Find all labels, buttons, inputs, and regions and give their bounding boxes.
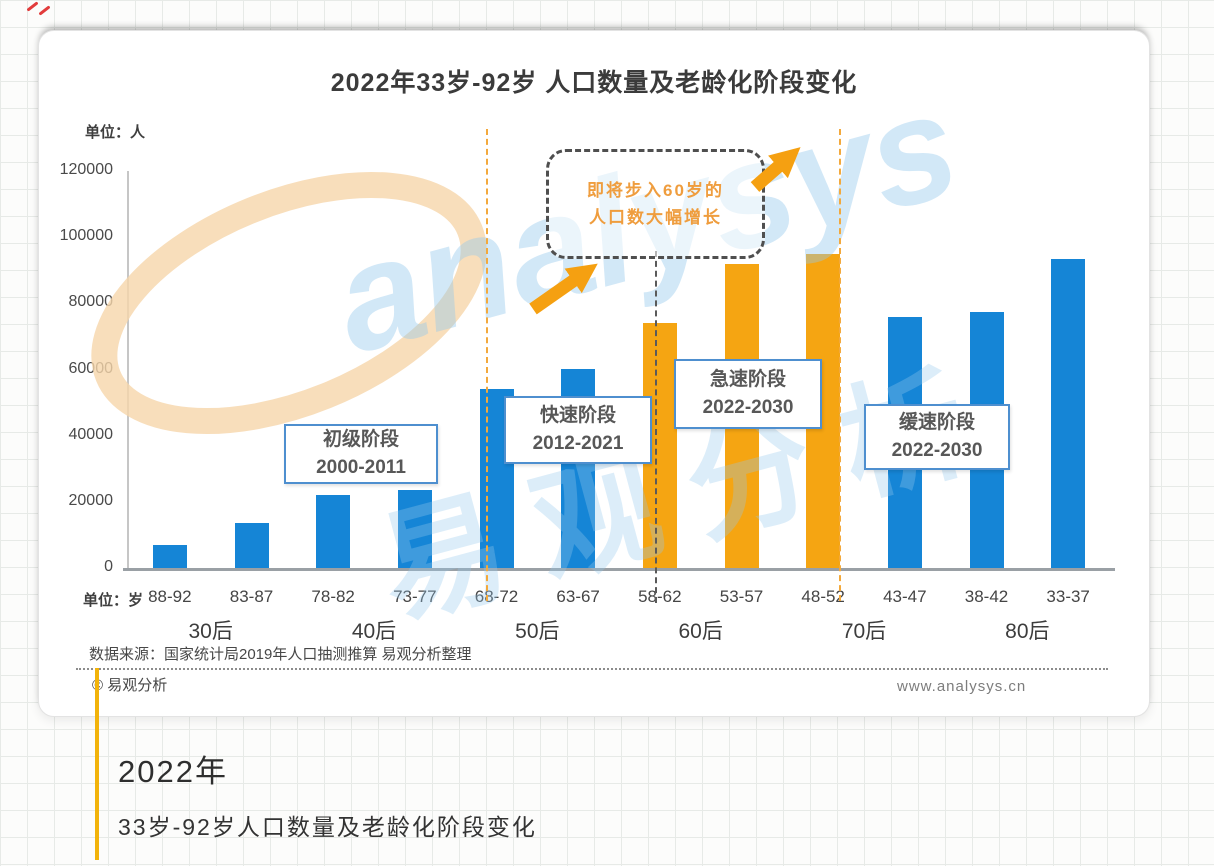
- x-tick-label: 73-77: [393, 587, 437, 606]
- y-tick-label: 100000: [59, 227, 113, 245]
- x-tick-label: 58-62: [638, 587, 682, 606]
- chart-card: 2022年33岁-92岁 人口数量及老龄化阶段变化 单位：人 单位：岁 1200…: [38, 30, 1150, 717]
- stage-name: 缓速阶段: [898, 412, 975, 434]
- stage-period: 2022-2030: [891, 440, 983, 461]
- x-axis-line: [123, 568, 1115, 571]
- x-tick-label: 43-47: [883, 587, 927, 606]
- stage-period: 2000-2011: [316, 457, 406, 478]
- y-tick-label: 120000: [59, 161, 113, 178]
- callout-line1: 即将步入60岁的: [587, 180, 724, 200]
- x-axis-ticks: 88-92 83-87 78-82 73-77 68-72 63-67 58-62 53-57…: [129, 587, 1109, 611]
- stage-name: 初级阶段: [322, 429, 399, 451]
- footer-divider: [76, 668, 1108, 670]
- pen-mark: [26, 1, 39, 12]
- x-tick-label: 63-67: [556, 587, 600, 606]
- bar-88-92: [152, 545, 187, 568]
- x-tick-label: 78-82: [311, 587, 355, 606]
- y-tick-label: 0: [104, 558, 113, 575]
- stage-divider-line: [839, 129, 841, 601]
- y-axis-ticks: 120000 100000 80000 60000 40000 20000 0: [39, 161, 119, 575]
- stage-box-fast: 快速阶段 2012-2021: [504, 396, 652, 464]
- callout-pointer-line: [655, 251, 657, 603]
- generation-label: 40后: [351, 620, 397, 643]
- stage-period: 2012-2021: [532, 433, 624, 454]
- generation-label: 80后: [1005, 620, 1050, 643]
- callout-box: 即将步入60岁的 人口数大幅增长: [546, 149, 765, 259]
- bar-33-37: [1051, 259, 1086, 568]
- y-axis-unit-label: 单位：人: [85, 124, 146, 141]
- x-tick-label: 33-37: [1046, 587, 1090, 606]
- data-source-text: 数据来源：国家统计局2019年人口抽测推算 易观分析整理: [89, 646, 472, 663]
- chart-title: 2022年33岁-92岁 人口数量及老龄化阶段变化: [330, 69, 858, 97]
- stage-period: 2022-2030: [702, 397, 794, 418]
- stage-box-rapid: 急速阶段 2022-2030: [674, 359, 822, 429]
- stage-box-primary: 初级阶段 2000-2011: [284, 424, 438, 484]
- x-axis-unit-label: 单位：岁: [83, 592, 144, 609]
- pen-mark: [38, 5, 51, 16]
- website-text: www.analysys.cn: [897, 678, 1027, 695]
- caption-year: 2022年: [118, 754, 228, 789]
- y-tick-label: 20000: [68, 491, 114, 509]
- bar-83-87: [234, 523, 269, 568]
- stage-box-slow: 缓速阶段 2022-2030: [864, 404, 1010, 470]
- copyright-text: © 易观分析: [92, 677, 168, 694]
- callout-line2: 人口数大幅增长: [589, 208, 722, 227]
- x-tick-label: 88-92: [148, 587, 192, 606]
- y-tick-label: 60000: [68, 359, 114, 377]
- x-tick-label: 48-52: [801, 587, 845, 606]
- plot-area: [129, 171, 1109, 568]
- generation-label: 30后: [188, 620, 233, 643]
- generation-label: 50后: [515, 620, 560, 643]
- caption-title: 33岁-92岁人口数量及老龄化阶段变化: [118, 814, 537, 840]
- bar-73-77: [397, 490, 432, 568]
- bar-78-82: [316, 495, 351, 568]
- generation-labels: 30后 40后 50后 60后 70后 80后: [129, 615, 1109, 643]
- x-tick-label: 53-57: [719, 587, 764, 606]
- stage-name: 急速阶段: [709, 369, 786, 391]
- generation-label: 60后: [678, 620, 723, 643]
- stage-name: 快速阶段: [539, 405, 616, 427]
- x-tick-label: 68-72: [474, 587, 519, 606]
- y-tick-label: 40000: [68, 425, 114, 443]
- x-tick-label: 38-42: [964, 587, 1009, 606]
- caption-accent-line: [95, 668, 99, 860]
- x-tick-label: 83-87: [229, 587, 274, 606]
- generation-label: 70后: [841, 620, 887, 643]
- stage-divider-line: [486, 129, 488, 601]
- y-tick-label: 80000: [68, 293, 114, 311]
